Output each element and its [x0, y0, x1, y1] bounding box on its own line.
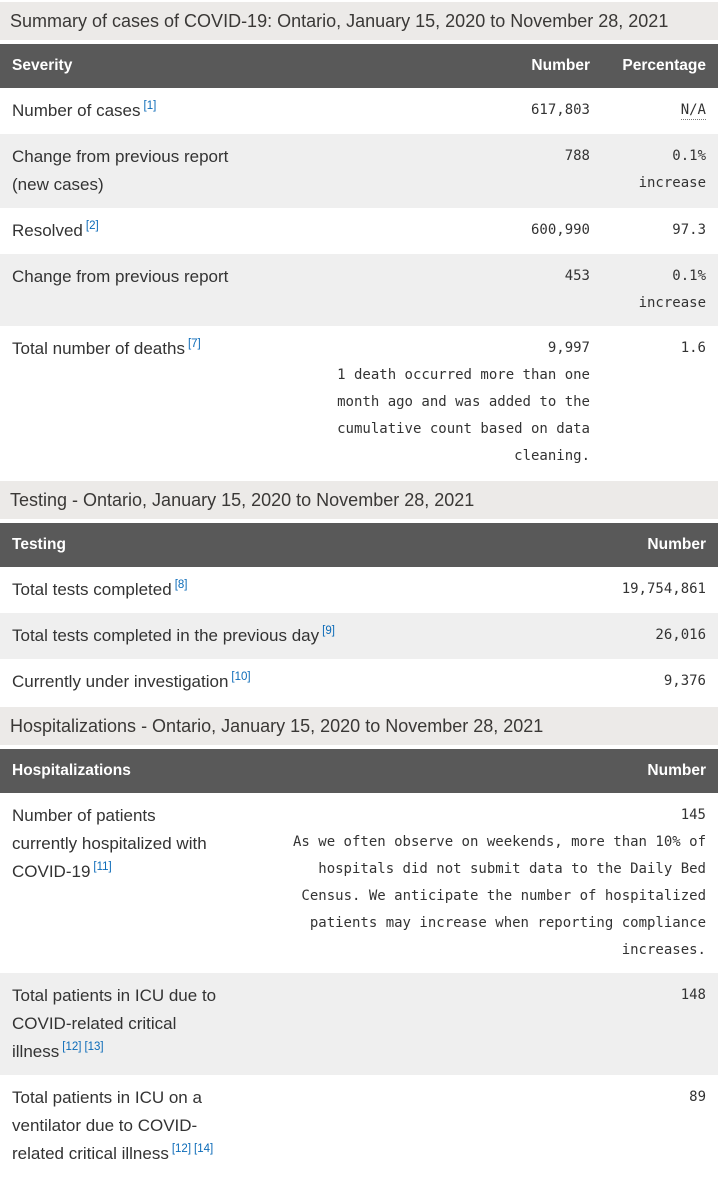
testing-table: Testing Number Total tests completed [8] …	[0, 523, 718, 705]
footnote-ref-link[interactable]: [9]	[322, 625, 335, 638]
number-value: 145	[680, 807, 706, 823]
table-row-total-tests: Total tests completed [8] 19,754,861	[0, 567, 718, 613]
row-label: Total number of deaths	[12, 339, 185, 358]
footnote-ref: [14]	[194, 1140, 213, 1156]
table-row-icu-patients: Total patients in ICU due to COVID-relat…	[0, 973, 718, 1075]
percentage-value: 0.1% increase	[638, 268, 706, 311]
data-cleaning-note: 1 death occurred more than one month ago…	[337, 367, 590, 464]
summary-table-header-row: Severity Number Percentage	[0, 44, 718, 88]
row-label-cell: Number of patients currently hospitalize…	[12, 802, 236, 886]
table-row-resolved: Resolved [2] 600,990 97.3	[0, 208, 718, 254]
column-header-number: Number	[531, 57, 590, 74]
row-label-cell: Total patients in ICU due to COVID-relat…	[12, 982, 236, 1066]
footnote-ref: [11]	[93, 858, 111, 874]
footnote-ref-link[interactable]: [12]	[62, 1041, 82, 1054]
percentage-value: 0.1% increase	[638, 148, 706, 191]
footnote-ref-link[interactable]: [12]	[171, 1143, 192, 1156]
row-label: Currently under investigation	[12, 672, 229, 691]
row-label-cell: Total patients in ICU on a ventilator du…	[12, 1084, 236, 1168]
number-value: 89	[689, 1089, 706, 1105]
column-header-number: Number	[647, 762, 706, 779]
na-abbreviation: N/A	[680, 102, 706, 120]
table-row-tests-previous-day: Total tests completed in the previous da…	[0, 613, 718, 659]
footnote-ref: [12]	[172, 1140, 191, 1156]
table-row-total-deaths: Total number of deaths [7] 9,997 1 death …	[0, 326, 718, 479]
number-value: 19,754,861	[621, 581, 706, 597]
number-value: 600,990	[530, 222, 590, 238]
row-label: Total tests completed	[12, 580, 172, 599]
number-value-cell: 9,997 1 death occurred more than one mon…	[264, 335, 590, 470]
number-value: 617,803	[530, 102, 590, 118]
footnote-ref-link[interactable]: [8]	[174, 579, 188, 592]
footnote-ref-link[interactable]: [13]	[84, 1041, 104, 1054]
section-title-hospitalizations: Hospitalizations - Ontario, January 15, …	[0, 707, 718, 745]
footnote-ref: [2]	[86, 217, 99, 233]
footnote-ref: [13]	[84, 1038, 103, 1054]
number-value: 453	[564, 268, 590, 284]
footnote-ref-link[interactable]: [11]	[93, 861, 112, 874]
table-row-change-resolved: Change from previous report 453 0.1% inc…	[0, 254, 718, 326]
row-label: Total patients in ICU on a ventilator du…	[12, 1088, 202, 1163]
row-label-cell: Currently under investigation [10]	[12, 668, 506, 696]
table-row-currently-hospitalized: Number of patients currently hospitalize…	[0, 793, 718, 973]
row-label-cell: Total tests completed [8]	[12, 576, 506, 604]
column-header-testing: Testing	[12, 536, 66, 553]
column-header-severity: Severity	[12, 57, 73, 74]
number-value: 788	[564, 148, 590, 164]
percentage-value: N/A	[590, 97, 706, 124]
footnote-ref: [10]	[231, 668, 250, 684]
footnote-ref: [9]	[322, 622, 335, 638]
footnote-ref-link[interactable]: [14]	[194, 1143, 214, 1156]
footnote-ref-link[interactable]: [2]	[85, 220, 99, 233]
footnote-ref: [8]	[175, 576, 188, 592]
number-value: 9,376	[663, 673, 706, 689]
footnote-ref: [12]	[62, 1038, 81, 1054]
number-value: 26,016	[655, 627, 706, 643]
percentage-value: 97.3	[672, 222, 706, 238]
row-label: Number of cases	[12, 101, 141, 120]
column-header-percentage: Percentage	[622, 57, 706, 74]
row-label-cell: Total number of deaths [7]	[12, 335, 264, 363]
number-value: 148	[680, 987, 706, 1003]
row-label: Total patients in ICU due to COVID-relat…	[12, 986, 217, 1061]
column-header-hospitalizations: Hospitalizations	[12, 762, 131, 779]
footnote-ref-link[interactable]: [7]	[187, 338, 201, 351]
section-title-summary: Summary of cases of COVID-19: Ontario, J…	[0, 2, 718, 40]
percentage-value: 1.6	[680, 340, 706, 356]
row-label-cell: Change from previous report	[12, 263, 264, 291]
number-value-cell: 145 As we often observe on weekends, mor…	[236, 802, 706, 964]
row-label: Change from previous report (new cases)	[12, 147, 229, 194]
row-label: Number of patients currently hospitalize…	[12, 806, 207, 881]
testing-table-header-row: Testing Number	[0, 523, 718, 567]
footnote-ref-link[interactable]: [1]	[143, 100, 157, 113]
row-label-cell: Total tests completed in the previous da…	[12, 622, 506, 650]
row-label: Change from previous report	[12, 267, 229, 286]
hospitalizations-table: Hospitalizations Number Number of patien…	[0, 749, 718, 1177]
hospitalizations-table-header-row: Hospitalizations Number	[0, 749, 718, 793]
footnote-ref-link[interactable]: [10]	[231, 671, 251, 684]
row-label-cell: Number of cases [1]	[12, 97, 264, 125]
row-label-cell: Resolved [2]	[12, 217, 264, 245]
footnote-ref: [7]	[188, 335, 201, 351]
row-label: Resolved	[12, 221, 83, 240]
number-value: 9,997	[547, 340, 590, 356]
row-label: Total tests completed in the previous da…	[12, 626, 320, 645]
table-row-change-new-cases: Change from previous report (new cases) …	[0, 134, 718, 208]
row-label-cell: Change from previous report (new cases)	[12, 143, 264, 199]
footnote-ref: [1]	[144, 97, 157, 113]
section-title-testing: Testing - Ontario, January 15, 2020 to N…	[0, 481, 718, 519]
table-row-number-of-cases: Number of cases [1] 617,803 N/A	[0, 88, 718, 134]
summary-cases-table: Severity Number Percentage Number of cas…	[0, 44, 718, 479]
bed-census-note: As we often observe on weekends, more th…	[292, 834, 706, 958]
column-header-number: Number	[647, 536, 706, 553]
table-row-icu-ventilator: Total patients in ICU on a ventilator du…	[0, 1075, 718, 1177]
table-row-under-investigation: Currently under investigation [10] 9,376	[0, 659, 718, 705]
